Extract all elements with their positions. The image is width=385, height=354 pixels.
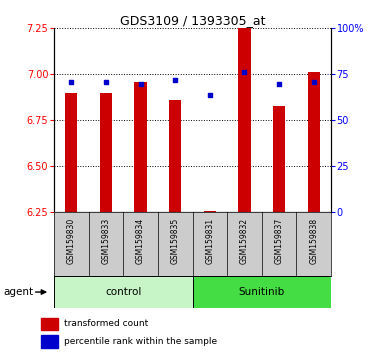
Title: GDS3109 / 1393305_at: GDS3109 / 1393305_at: [120, 14, 265, 27]
Point: [103, 79, 109, 85]
Point: [276, 81, 282, 86]
Bar: [273, 105, 285, 212]
Bar: [238, 28, 251, 212]
Bar: [169, 100, 181, 212]
Text: GSM159832: GSM159832: [240, 217, 249, 264]
Point: [172, 77, 178, 83]
Bar: [65, 93, 77, 212]
Point: [68, 79, 74, 85]
Text: GSM159833: GSM159833: [101, 217, 110, 264]
Text: GSM159835: GSM159835: [171, 217, 180, 264]
Text: percentile rank within the sample: percentile rank within the sample: [64, 337, 218, 346]
Bar: [40, 318, 59, 330]
Point: [311, 79, 317, 85]
Point: [137, 81, 144, 86]
Text: GSM159830: GSM159830: [67, 217, 76, 264]
Bar: [40, 335, 59, 348]
Text: GSM159838: GSM159838: [309, 217, 318, 264]
Text: Sunitinib: Sunitinib: [239, 287, 285, 297]
Bar: [308, 73, 320, 212]
Point: [241, 70, 248, 75]
Text: GSM159837: GSM159837: [275, 217, 284, 264]
Bar: [192, 276, 331, 308]
Bar: [100, 93, 112, 212]
Point: [207, 92, 213, 97]
Text: GSM159834: GSM159834: [136, 217, 145, 264]
Text: control: control: [105, 287, 141, 297]
Bar: [204, 211, 216, 212]
Bar: [54, 276, 192, 308]
Bar: [134, 82, 147, 212]
Text: GSM159831: GSM159831: [205, 217, 214, 264]
Text: agent: agent: [4, 287, 34, 297]
Text: transformed count: transformed count: [64, 319, 149, 329]
